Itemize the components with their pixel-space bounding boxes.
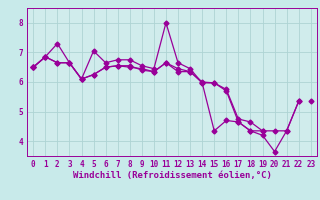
X-axis label: Windchill (Refroidissement éolien,°C): Windchill (Refroidissement éolien,°C) [73, 171, 271, 180]
